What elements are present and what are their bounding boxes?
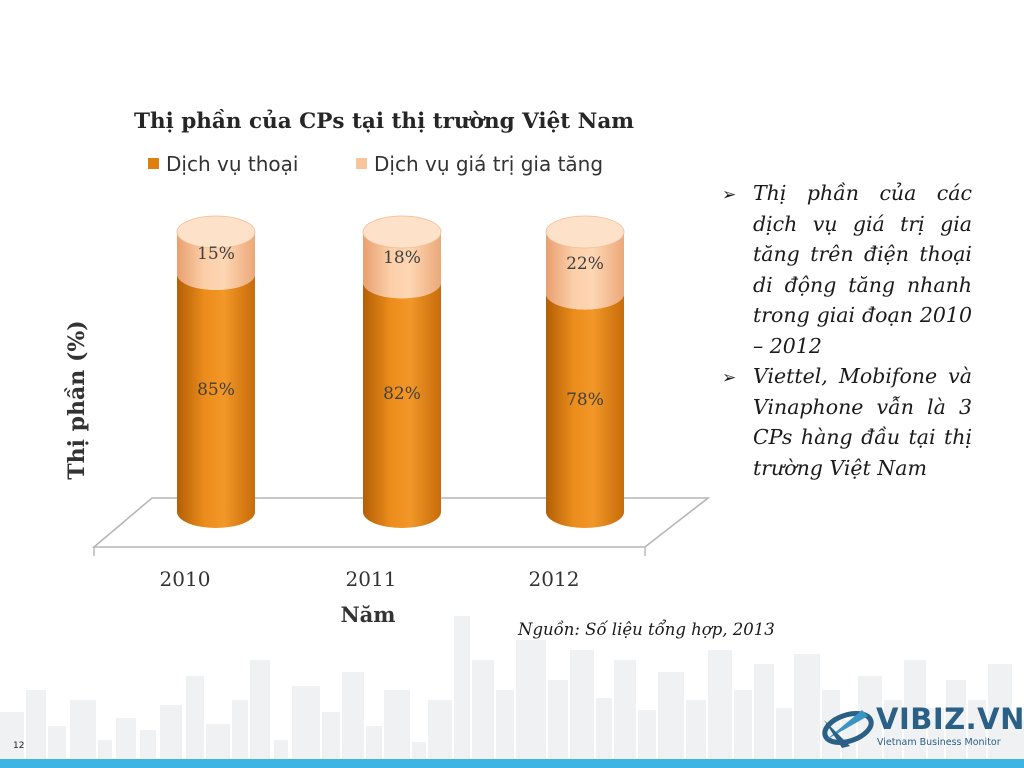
bar-segment — [177, 274, 255, 528]
bar-top-cap — [176, 215, 256, 249]
bullet-text: Viettel, Mobifone và Vinaphone vẫn là 3 … — [753, 364, 972, 480]
building-shape — [928, 708, 944, 768]
building-shape — [366, 726, 382, 768]
building-shape — [776, 708, 792, 768]
building-shape — [250, 660, 270, 768]
building-shape — [884, 700, 902, 768]
building-shape — [454, 616, 470, 768]
building-shape — [638, 710, 656, 768]
x-tick-label: 2012 — [529, 567, 580, 591]
data-label: 22% — [566, 254, 604, 274]
building-shape — [842, 720, 856, 768]
x-tick-label: 2010 — [160, 567, 211, 591]
building-shape — [48, 726, 66, 768]
building-shape — [596, 698, 612, 768]
building-shape — [988, 664, 1012, 768]
bar-segment — [177, 232, 255, 290]
building-shape — [516, 640, 546, 768]
chart-legend: Dịch vụ thoại Dịch vụ giá trị gia tăng — [148, 152, 603, 176]
building-shape — [384, 690, 410, 768]
building-shape — [342, 672, 364, 768]
logo-text: VIBIZ.VN — [876, 702, 1024, 736]
building-shape — [548, 680, 568, 768]
legend-label: Dịch vụ thoại — [166, 152, 298, 176]
bar-segment — [546, 293, 624, 528]
bar-top-cap — [545, 215, 625, 249]
data-label: 18% — [383, 248, 421, 268]
logo-tagline: Vietnam Business Monitor — [877, 737, 1001, 748]
building-shape — [708, 650, 732, 768]
building-shape — [116, 718, 136, 768]
building-shape — [140, 730, 156, 768]
x-tick-labels: 2010 2011 2012 — [160, 567, 580, 591]
building-shape — [904, 660, 926, 768]
bottom-accent-bar — [0, 759, 1024, 768]
bar-segment — [363, 282, 441, 528]
building-shape — [0, 712, 24, 768]
building-shape — [322, 712, 340, 768]
legend-swatch — [148, 158, 159, 169]
stacked-bar-chart: Thị phần của CPs tại thị trường Việt Nam… — [64, 108, 711, 627]
arrow-bullet-icon: ➢ — [722, 185, 737, 205]
building-shape — [428, 700, 452, 768]
building-shape — [570, 650, 594, 768]
bullet-item: ➢ Viettel, Mobifone và Vinaphone vẫn là … — [722, 361, 972, 483]
building-shape — [794, 654, 820, 768]
source-note: Nguồn: Số liệu tổng hợp, 2013 — [518, 620, 775, 639]
building-shape — [734, 690, 752, 768]
y-axis-label: Thị phần (%) — [64, 320, 90, 479]
building-shape — [946, 680, 966, 768]
bullet-item: ➢ Thị phần của các dịch vụ giá trị gia t… — [722, 178, 972, 361]
bars-group: 85% 15% 82% 18% 78% 22% — [176, 215, 625, 528]
building-shape — [614, 660, 636, 768]
data-label: 85% — [197, 380, 235, 400]
slide-number: 12 — [13, 741, 25, 751]
building-shape — [496, 690, 514, 768]
x-tick-label: 2011 — [346, 567, 397, 591]
data-label: 15% — [197, 244, 235, 264]
bar-segment — [363, 232, 441, 299]
building-shape — [754, 664, 774, 768]
bar-top-cap — [362, 215, 442, 249]
bullet-text: Thị phần của các dịch vụ giá trị gia tăn… — [753, 181, 972, 358]
building-shape — [26, 690, 46, 768]
legend-swatch — [356, 158, 367, 169]
vibiz-logo: VIBIZ.VN Vietnam Business Monitor — [822, 702, 1024, 754]
building-shape — [1012, 720, 1024, 768]
building-shape — [968, 700, 986, 768]
arrow-bullet-icon: ➢ — [722, 368, 737, 388]
building-shape — [70, 700, 96, 768]
building-shape — [686, 700, 706, 768]
building-shape — [292, 686, 320, 768]
chart-title: Thị phần của CPs tại thị trường Việt Nam — [134, 108, 634, 134]
building-shape — [472, 660, 494, 768]
logo-mark-icon — [822, 710, 874, 748]
bullet-list: ➢ Thị phần của các dịch vụ giá trị gia t… — [722, 178, 972, 483]
data-label: 78% — [566, 390, 604, 410]
building-shape — [232, 700, 248, 768]
bar-segment — [546, 232, 624, 310]
building-shape — [186, 676, 204, 768]
building-shape — [160, 705, 182, 768]
x-axis-label: Năm — [340, 602, 395, 627]
data-label: 82% — [383, 384, 421, 404]
legend-label: Dịch vụ giá trị gia tăng — [374, 152, 603, 176]
building-shape — [658, 672, 684, 768]
